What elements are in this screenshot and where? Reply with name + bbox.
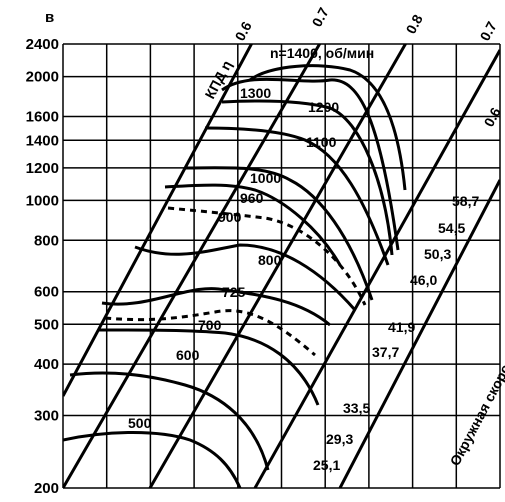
tip-speed-label: 54,5 [438, 220, 465, 236]
efficiency-line-5 [338, 179, 500, 488]
speed-curve-1200 [221, 99, 394, 256]
speed-curve-1000 [184, 166, 374, 301]
speed-curve-label: 960 [240, 190, 264, 206]
y-tick-label: 500 [34, 316, 59, 333]
speed-curve-500 [69, 371, 270, 471]
tip-speed-label: 41,9 [388, 319, 415, 335]
speed-curve-12 [63, 431, 242, 488]
efficiency-line-2 [63, 44, 322, 488]
y-tick-label: 200 [34, 480, 59, 497]
y-tick-label: 2000 [26, 69, 59, 86]
y-tick-label: 1000 [26, 192, 59, 209]
speed-curve-label: 1300 [240, 85, 271, 101]
y-tick-label: 600 [34, 284, 59, 301]
speed-unit-label: n=1400, об/мин [270, 45, 374, 61]
speed-curve-label: 800 [258, 252, 282, 268]
plot-area [63, 44, 500, 488]
efficiency-lines [63, 44, 500, 488]
speed-curve-labels: 1300 1200 1100 1000 960 900 800 725 700 600 500 [128, 85, 339, 431]
efficiency-line-1 [63, 44, 254, 397]
speed-curve-label: 1100 [306, 134, 337, 150]
tip-speed-label: 37,7 [372, 344, 399, 360]
speed-curve-1400 [249, 64, 407, 191]
speed-curve-725 [101, 287, 331, 327]
speed-curve-600 [97, 328, 320, 406]
tip-speed-label: 25,1 [313, 457, 340, 473]
speed-curve-700 [104, 309, 316, 357]
y-tick-label: 1400 [26, 132, 59, 149]
tip-speed-label: 33,5 [343, 400, 370, 416]
efficiency-line-3 [148, 44, 408, 488]
speed-curve-1100 [204, 126, 390, 266]
tip-speed-label: 50,3 [424, 246, 451, 262]
tip-speed-label: 29,3 [326, 431, 353, 447]
speed-curves [63, 64, 407, 488]
y-tick-label: 1200 [26, 160, 59, 177]
y-tick-label: 300 [34, 408, 59, 425]
speed-curve-label: 1200 [308, 99, 339, 115]
speed-curve-800 [134, 243, 357, 311]
y-axis-ticks: 2400 2000 1600 1400 1200 1000 800 600 500 400 300 2… [26, 36, 59, 497]
y-tick-label: 800 [34, 232, 59, 249]
tip-speed-label: 58,7 [452, 193, 479, 209]
tip-speed-label: 46,0 [410, 272, 437, 288]
speed-curve-1300 [221, 77, 400, 251]
y-tick-label: 1600 [26, 108, 59, 125]
speed-curve-label: 1000 [250, 170, 281, 186]
speed-curve-label: 700 [198, 317, 222, 333]
speed-curve-900 [167, 206, 367, 306]
speed-curve-label: 600 [176, 347, 200, 363]
y-tick-label: 400 [34, 356, 59, 373]
tip-speed-labels: 58,7 54,5 50,3 46,0 41,9 37,7 33,5 29,3 25,1 [313, 193, 479, 473]
speed-curve-label: 725 [222, 284, 246, 300]
speed-curve-label: 500 [128, 415, 152, 431]
speed-curve-960 [164, 183, 342, 266]
y-tick-label: 2400 [26, 36, 59, 53]
speed-curve-label: 900 [218, 209, 242, 225]
panel-label: в [45, 9, 54, 26]
efficiency-line-4 [253, 49, 500, 488]
